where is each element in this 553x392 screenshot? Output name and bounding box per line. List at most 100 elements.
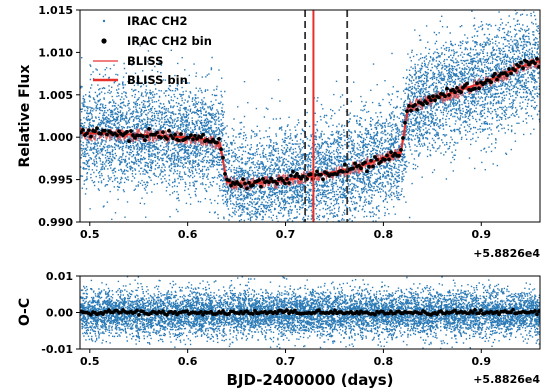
y-tick-label: 0.990 [38, 216, 73, 229]
flux-bin-point [365, 169, 369, 174]
y-tick-label: -0.01 [41, 343, 73, 356]
flux-bin-point [455, 86, 459, 90]
flux-scatter-points [80, 10, 540, 222]
flux-bin-point [375, 157, 379, 162]
residual-x-ticks: 0.5 0.6 0.7 0.8 0.9 [80, 349, 491, 368]
flux-bin-point [495, 77, 499, 82]
flux-bin-point [533, 61, 537, 66]
residual-bin-point [285, 308, 289, 312]
flux-bin-point [389, 150, 393, 155]
flux-bin-point [89, 134, 93, 139]
flux-bin-point [177, 138, 181, 143]
flux-bin-point [413, 103, 417, 107]
residual-bin-point [373, 312, 377, 317]
flux-bin-point [245, 186, 249, 191]
residual-bin-point [511, 307, 515, 312]
flux-bin-point [363, 160, 367, 165]
flux-bin-point [195, 137, 199, 141]
residual-bin-point [473, 308, 477, 312]
flux-bin-point [407, 104, 411, 108]
flux-bin-point [371, 164, 375, 169]
flux-bin-point [357, 163, 361, 168]
legend-marker-irac [102, 19, 106, 23]
flux-bin-point [443, 94, 447, 99]
flux-bin-point [429, 98, 433, 103]
flux-bin-point [387, 157, 391, 162]
residual-bin-point [479, 308, 483, 313]
flux-bin-point [131, 133, 135, 138]
flux-bin-point [405, 109, 409, 113]
flux-axes-frame [79, 9, 541, 223]
x-tick-label: 0.7 [276, 228, 296, 241]
flux-bin-point [99, 131, 103, 136]
flux-bin-point [217, 137, 221, 141]
flux-bin-point [269, 176, 273, 181]
flux-bin-point [431, 94, 435, 99]
flux-bin-point [489, 80, 493, 85]
flux-bin-point [275, 181, 279, 186]
residual-bin-point [471, 310, 475, 315]
residual-bin-point [453, 308, 457, 313]
flux-bin-point [321, 177, 325, 182]
flux-bin-point [81, 127, 85, 132]
flux-bin-point [281, 178, 285, 183]
x-tick-label: 0.5 [80, 355, 100, 368]
flux-bin-point [147, 126, 151, 131]
flux-bin-point [285, 177, 289, 181]
flux-bin-point [401, 136, 405, 140]
residual-panel: 0.5 0.6 0.7 0.8 0.9 -0.01 0.00 0.01 O-C +5.882… [17, 270, 541, 389]
flux-bin-point [433, 98, 437, 103]
flux-bin-point [145, 134, 149, 139]
flux-bin-point [215, 140, 219, 145]
flux-bin-point [475, 81, 479, 86]
flux-bin-point [165, 137, 169, 141]
flux-bin-point [223, 172, 227, 176]
flux-bin-point [343, 162, 347, 167]
flux-bin-point [399, 148, 403, 152]
flux-bin-point [535, 57, 539, 61]
residual-bin-point [221, 309, 225, 313]
flux-bin-point [241, 177, 245, 182]
flux-bin-point [319, 172, 323, 177]
flux-bin-point [257, 178, 261, 183]
flux-bin-point [427, 95, 431, 100]
flux-bin-point [397, 153, 401, 158]
legend-label-bliss-bin: BLISS bin [127, 73, 188, 87]
flux-bin-point [537, 65, 540, 69]
flux-bin-point [227, 178, 231, 183]
x-tick-label: 0.5 [80, 228, 100, 241]
flux-bin-point [95, 126, 99, 130]
flux-bin-point [409, 108, 413, 113]
flux-bin-point [171, 136, 175, 141]
flux-bin-point [351, 166, 355, 171]
residual-bin-point [251, 312, 255, 316]
flux-bin-point [189, 133, 193, 138]
flux-bin-point [505, 73, 509, 77]
y-tick-label: 0.01 [46, 270, 73, 283]
flux-bin-point [259, 184, 263, 189]
residual-bin-point [89, 312, 93, 317]
x-tick-label: 0.6 [178, 228, 198, 241]
residual-bin-point [161, 309, 165, 314]
legend-label-irac-bin: IRAC CH2 bin [127, 34, 212, 48]
flux-bin-point [133, 136, 137, 140]
flux-bin-point [295, 171, 299, 176]
flux-bin-point [287, 181, 291, 185]
x-tick-label: 0.6 [178, 355, 198, 368]
flux-bin-point [261, 177, 265, 181]
flux-bin-point [159, 135, 163, 140]
flux-bin-point [267, 180, 271, 185]
flux-bin-point [421, 102, 425, 107]
residual-bin-point [135, 308, 139, 313]
flux-bin-point [221, 155, 225, 160]
flux-bin-point [179, 132, 183, 136]
flux-bin-point [125, 130, 129, 134]
residual-bin-point [293, 308, 297, 313]
flux-bin-point [437, 95, 441, 100]
flux-bin-point [403, 120, 407, 125]
flux-bin-point [173, 132, 177, 137]
flux-bin-point [161, 130, 165, 135]
residual-y-axis-label: O-C [17, 298, 33, 326]
legend-label-bliss: BLISS [127, 54, 163, 68]
flux-bin-point [201, 132, 205, 137]
